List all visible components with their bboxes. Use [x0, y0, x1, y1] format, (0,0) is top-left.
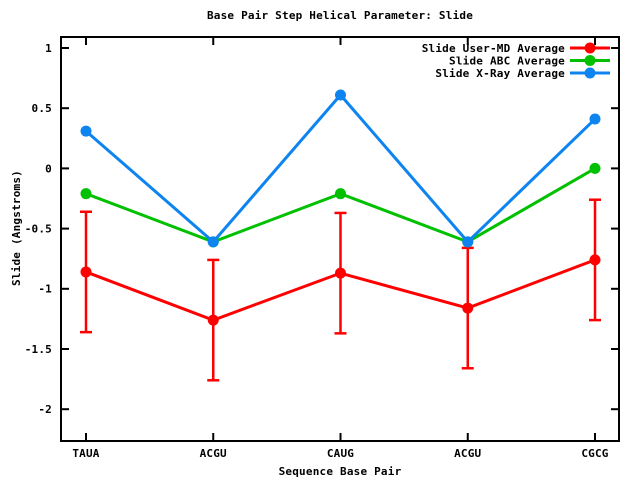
legend-label-slide-abc-average: Slide ABC Average: [449, 54, 565, 67]
data-point-marker-slide-user-md-average: [80, 266, 92, 278]
y-tick-label: -1.5: [25, 343, 52, 356]
y-tick-label: 0: [45, 162, 52, 175]
x-tick-label: CAUG: [327, 447, 354, 460]
legend-label-slide-x-ray-average: Slide X-Ray Average: [435, 67, 565, 80]
data-point-marker-slide-user-md-average: [589, 254, 601, 266]
y-tick-label: -1: [38, 283, 52, 296]
legend-marker-slide-x-ray-average: [584, 67, 596, 79]
data-point-marker-slide-x-ray-average: [589, 113, 601, 125]
x-tick-label: ACGU: [454, 447, 481, 460]
data-point-marker-slide-x-ray-average: [335, 89, 346, 101]
data-point-marker-slide-user-md-average: [207, 314, 219, 326]
x-tick-label: ACGU: [200, 447, 227, 460]
legend-marker-slide-user-md-average: [584, 42, 596, 54]
data-point-marker-slide-x-ray-average: [207, 236, 219, 248]
x-axis-label: Sequence Base Pair: [279, 465, 402, 478]
y-tick-label: 0.5: [32, 102, 52, 115]
legend-marker-slide-abc-average: [584, 55, 596, 66]
y-tick-label: -0.5: [25, 222, 52, 235]
x-tick-label: CGCG: [581, 447, 608, 460]
x-tick-label: TAUA: [72, 447, 99, 460]
y-axis-label: Slide (Angstroms): [10, 170, 23, 286]
data-point-marker-slide-abc-average: [335, 188, 346, 200]
data-point-marker-slide-user-md-average: [335, 267, 346, 279]
legend-label-slide-user-md-average: Slide User-MD Average: [422, 42, 565, 55]
data-point-marker-slide-abc-average: [589, 162, 601, 174]
data-point-marker-slide-x-ray-average: [80, 125, 92, 137]
chart-title: Base Pair Step Helical Parameter: Slide: [207, 9, 473, 22]
plot-border: [60, 36, 620, 442]
y-tick-label: 1: [45, 42, 52, 55]
data-point-marker-slide-abc-average: [80, 188, 92, 200]
data-point-marker-slide-x-ray-average: [462, 236, 474, 248]
y-tick-label: -2: [38, 403, 52, 416]
data-point-marker-slide-user-md-average: [462, 302, 474, 314]
